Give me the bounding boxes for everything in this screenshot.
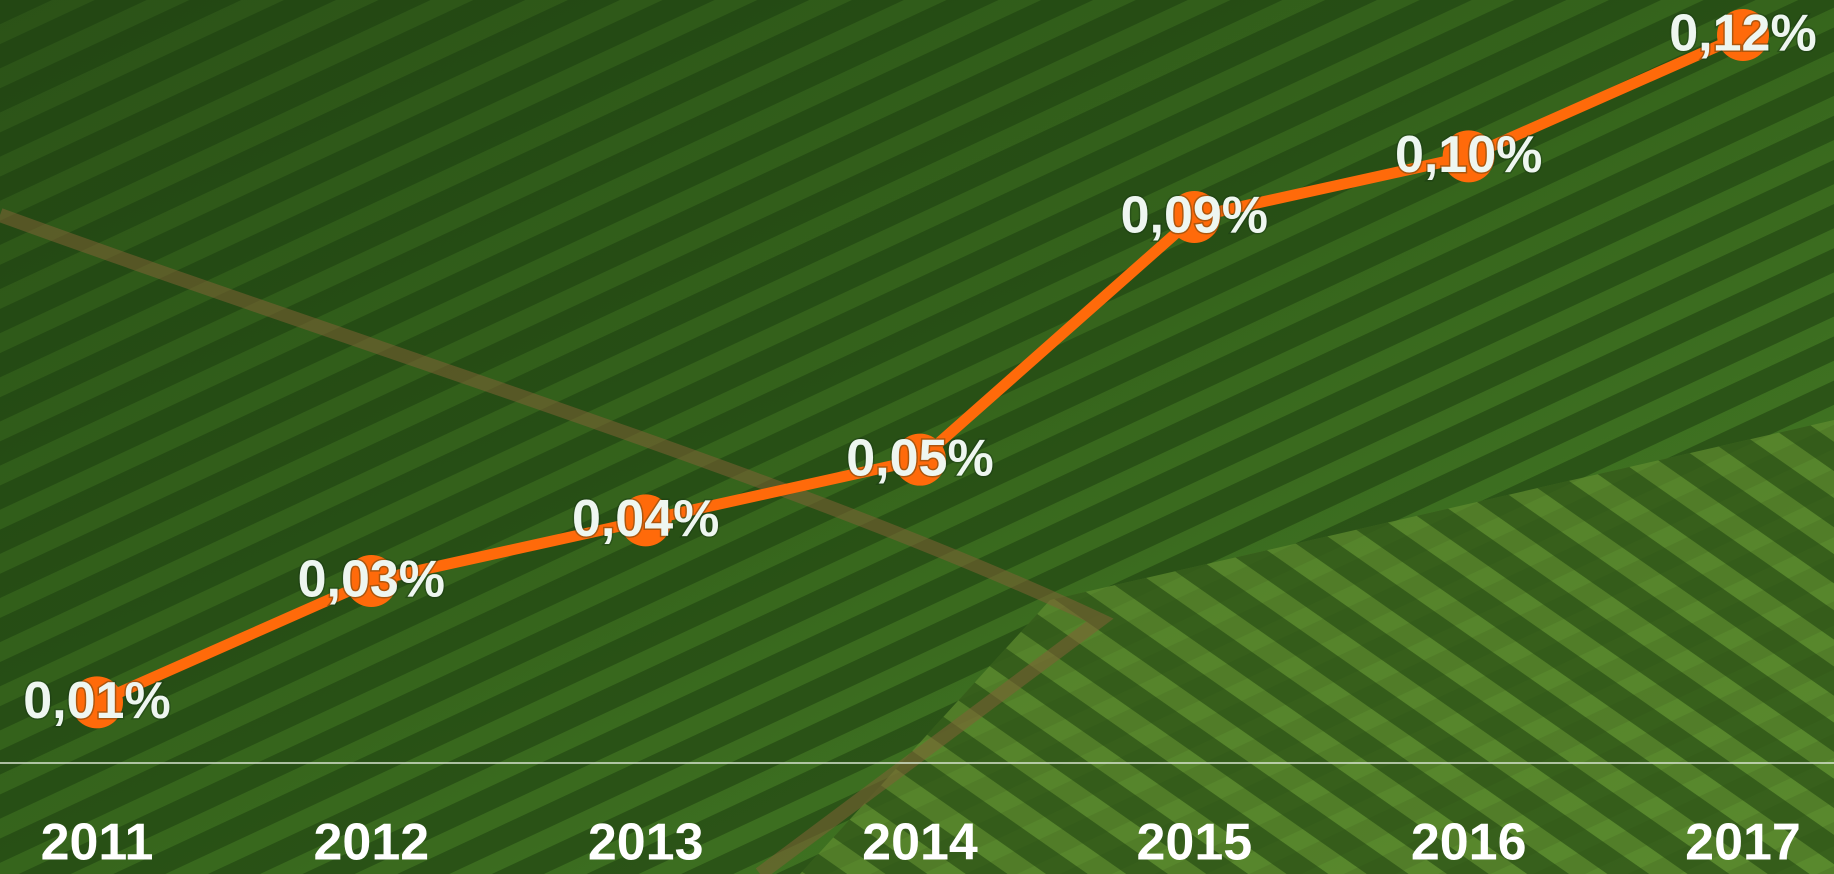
- point: [894, 433, 946, 486]
- data-label: 0,12%: [1669, 5, 1816, 63]
- point: [1442, 130, 1495, 183]
- data-label: 0,04%: [572, 490, 719, 548]
- point: [1717, 9, 1769, 61]
- x-tick-label: 2015: [1136, 814, 1252, 872]
- x-tick-label: 2014: [862, 814, 978, 872]
- point: [1168, 191, 1221, 243]
- data-label: 0,03%: [298, 551, 445, 609]
- x-tick-label: 2016: [1411, 814, 1527, 872]
- x-tick-label: 2011: [41, 814, 154, 872]
- x-tick-label: 2017: [1685, 814, 1801, 872]
- data-label: 0,10%: [1395, 126, 1542, 184]
- data-label: 0,01%: [23, 672, 170, 730]
- point: [619, 494, 672, 547]
- data-label: 0,09%: [1121, 187, 1268, 245]
- data-label: 0,05%: [846, 429, 993, 487]
- x-tick-label: 2013: [588, 814, 704, 872]
- point: [71, 676, 123, 729]
- x-tick-label: 2012: [313, 814, 429, 872]
- point: [345, 555, 398, 607]
